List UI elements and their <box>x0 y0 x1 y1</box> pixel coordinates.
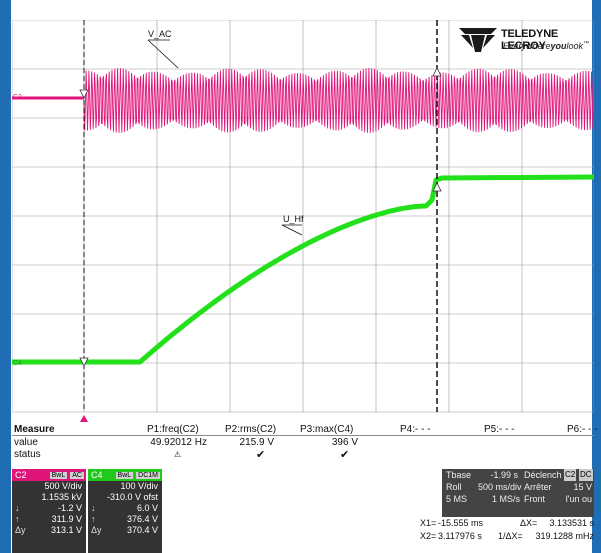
measure-table[interactable]: Measure P1:freq(C2) P2:rms(C2) P3:max(C4… <box>12 424 598 468</box>
v-ac-label: V_AC <box>148 29 172 39</box>
brand-tagline: Everywhereyoulook™ <box>503 41 590 51</box>
trigger-position-marker[interactable] <box>80 415 88 422</box>
samples-row: 5 MS 1 MS/s Front l'un ou <box>446 494 592 504</box>
row-label-status: status <box>14 449 41 460</box>
param-p4-name[interactable]: P4:- - - <box>400 424 431 435</box>
c2-row: Δy 313.1 V <box>15 525 82 535</box>
c2-coupling-tag: AC <box>70 471 84 479</box>
tbase-row: Tbase -1.99 s Déclench C2 DC <box>446 469 593 481</box>
channel-c2-descriptor[interactable]: C2 BwL AC 500 V/div 1.1535 kV ↓ -1.2 V ↑ 3… <box>12 469 86 553</box>
param-p3-value: 396 V <box>331 437 358 448</box>
param-p5-name[interactable]: P5:- - - <box>484 424 515 435</box>
param-p6-name[interactable]: P6:- - - <box>567 424 598 435</box>
param-p2-value: 215.9 V <box>239 437 274 448</box>
c4-row: 100 V/div <box>120 481 158 491</box>
c4-bwl-tag: BwL <box>115 471 134 479</box>
c4-row: -310.0 V ofst <box>106 492 158 502</box>
timebase-trigger-descriptor[interactable]: Tbase -1.99 s Déclench C2 DC Roll 500 ms… <box>442 469 594 517</box>
cursor-row-1: X1= -15.555 ms ΔX= 3.133531 s <box>420 518 594 528</box>
param-p1-name[interactable]: P1:freq(C2) <box>147 424 199 435</box>
cursor-marker-c2-x2 <box>432 67 442 77</box>
param-p2-status-icon: ✔ <box>256 449 266 461</box>
trigger-coupling-tag: DC <box>579 469 593 481</box>
param-p2-name[interactable]: P2:rms(C2) <box>225 424 277 435</box>
v-ac-leader <box>147 39 179 69</box>
teledyne-logo-icon <box>459 28 497 52</box>
teledyne-lecroy-logo: TELEDYNE LECROY Everywhereyoulook™ <box>457 26 597 60</box>
measure-status-row: status ⚠ ✔ ✔ <box>12 449 594 461</box>
c2-name: C2 <box>15 470 27 480</box>
status-panel: C2 BwL AC 500 V/div 1.1535 kV ↓ -1.2 V ↑ 3… <box>12 469 594 553</box>
cursor-row-2: X2= 3.117976 s 1/ΔX= 319.1288 mHz <box>420 531 594 541</box>
c2-header: C2 BwL AC <box>12 469 86 481</box>
channel-c4-descriptor[interactable]: C4 BwL DC1M 100 V/div -310.0 V ofst ↓ 6.0… <box>88 469 162 553</box>
param-p1-status-icon: ⚠ <box>174 450 182 459</box>
c2-bwl-tag: BwL <box>49 471 68 479</box>
c2-row: 500 V/div <box>44 481 82 491</box>
c2-row: 1.1535 kV <box>41 492 82 502</box>
c4-offset-marker[interactable]: C4 <box>13 360 22 367</box>
c4-coupling-tag: DC1M <box>136 471 160 479</box>
c2-row: ↓ -1.2 V <box>15 503 82 513</box>
param-p3-name[interactable]: P3:max(C4) <box>300 424 354 435</box>
u-hf-label: U_Hf <box>283 214 304 224</box>
measure-header-row: Measure P1:freq(C2) P2:rms(C2) P3:max(C4… <box>12 424 598 436</box>
cursor-marker-c4-x1 <box>79 357 89 367</box>
waveform-grid: V_AC U_Hf C2 C4 <box>12 20 594 422</box>
c4-row: Δy 370.4 V <box>91 525 158 535</box>
measure-divider <box>12 435 594 436</box>
roll-row: Roll 500 ms/div Arrêter 15 V <box>446 482 592 492</box>
cursor-readout: X1= -15.555 ms ΔX= 3.133531 s X2= 3.1179… <box>420 517 594 543</box>
param-p3-status-icon: ✔ <box>340 449 350 461</box>
c4-waveform <box>12 174 594 365</box>
u-hf-leader <box>281 224 303 236</box>
measure-title: Measure <box>14 424 55 435</box>
c4-row: ↑ 376.4 V <box>91 514 158 524</box>
c4-row: ↓ 6.0 V <box>91 503 158 513</box>
waveform-display[interactable]: V_AC U_Hf C2 C4 <box>12 20 594 424</box>
param-p1-value: 49.92012 Hz <box>150 437 207 448</box>
c2-offset-marker[interactable]: C2 <box>13 94 22 101</box>
cursor-marker-c4-x2 <box>432 182 442 192</box>
trigger-channel-tag: C2 <box>564 469 577 481</box>
brand-name: TELEDYNE LECROY <box>501 28 559 52</box>
measure-value-row: value 49.92012 Hz 215.9 V 396 V <box>12 437 594 449</box>
row-label-value: value <box>14 437 38 448</box>
c4-header: C4 BwL DC1M <box>88 469 162 481</box>
c4-name: C4 <box>91 470 103 480</box>
c2-waveform <box>83 67 594 133</box>
c2-row: ↑ 311.9 V <box>15 514 82 524</box>
cursor-marker-c2-x1 <box>79 89 89 99</box>
